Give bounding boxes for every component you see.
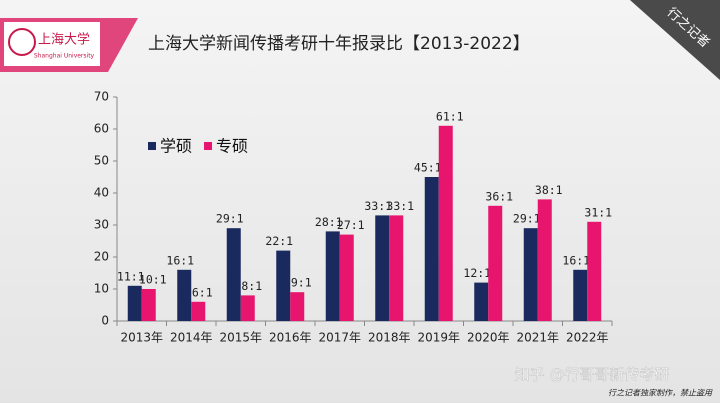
- value-label: 33:1: [386, 199, 414, 213]
- logo-name: 上海大学: [38, 32, 90, 48]
- watermark: 知乎 @行哥哥新传考研: [515, 366, 670, 384]
- bar: [375, 215, 390, 321]
- value-label: 9:1: [291, 276, 312, 290]
- bar: [276, 250, 291, 321]
- x-tick-label: 2020年: [467, 331, 510, 345]
- logo-subtitle: Shanghai University: [34, 53, 95, 60]
- bar: [573, 269, 588, 321]
- bar: [537, 199, 552, 321]
- value-label: 38:1: [535, 183, 563, 197]
- x-tick-label: 2015年: [219, 331, 262, 345]
- value-label: 6:1: [192, 285, 213, 299]
- footer: 行之记者独家制作，禁止盗用: [608, 389, 713, 398]
- value-label: 45:1: [414, 161, 442, 175]
- y-tick-label: 70: [94, 90, 109, 104]
- bar: [438, 125, 453, 321]
- value-label: 12:1: [463, 266, 491, 280]
- value-label: 8:1: [241, 279, 262, 293]
- bar: [523, 228, 538, 321]
- y-tick-label: 50: [94, 154, 109, 168]
- value-label: 29:1: [513, 212, 541, 226]
- bar: [339, 234, 354, 321]
- value-label: 27:1: [337, 218, 365, 232]
- legend-swatch: [148, 142, 156, 150]
- legend-label: 专硕: [216, 137, 248, 156]
- legend-swatch: [204, 142, 213, 150]
- bar: [325, 231, 340, 321]
- bar: [389, 215, 404, 321]
- value-label: 33:1: [364, 199, 392, 213]
- y-tick-label: 30: [94, 218, 109, 232]
- legend-label: 学硕: [160, 137, 192, 156]
- y-tick-label: 0: [101, 314, 109, 328]
- bar: [191, 301, 206, 321]
- x-tick-label: 2013年: [120, 331, 163, 345]
- bar: [290, 292, 305, 321]
- bar: [240, 295, 255, 321]
- value-label: 31:1: [584, 205, 612, 219]
- y-tick-label: 20: [94, 250, 109, 264]
- y-tick-label: 40: [94, 186, 109, 200]
- bar: [424, 177, 439, 321]
- chart-title: 上海大学新闻传播考研十年报录比【2013-2022】: [148, 34, 530, 54]
- x-tick-label: 2014年: [170, 331, 213, 345]
- y-tick-label: 60: [94, 122, 109, 136]
- value-label: 11:1: [117, 269, 145, 283]
- logo-emblem: [8, 28, 36, 56]
- corner-badge: [630, 0, 720, 80]
- bar: [177, 269, 192, 321]
- value-label: 16:1: [166, 253, 194, 267]
- bar: [488, 205, 503, 321]
- value-label: 10:1: [139, 273, 167, 287]
- x-tick-label: 2019年: [417, 331, 460, 345]
- x-tick-label: 2022年: [566, 331, 609, 345]
- value-label: 36:1: [485, 189, 513, 203]
- bar: [141, 289, 156, 321]
- x-tick-label: 2017年: [318, 331, 361, 345]
- bar: [127, 285, 142, 321]
- bar: [226, 228, 241, 321]
- x-tick-label: 2018年: [368, 331, 411, 345]
- bar: [587, 221, 602, 321]
- value-label: 29:1: [216, 212, 244, 226]
- value-label: 28:1: [315, 215, 343, 229]
- bar: [474, 282, 489, 321]
- value-label: 22:1: [265, 234, 293, 248]
- y-tick-label: 10: [94, 282, 109, 296]
- x-tick-label: 2021年: [516, 331, 559, 345]
- value-label: 61:1: [436, 109, 464, 123]
- x-tick-label: 2016年: [269, 331, 312, 345]
- value-label: 16:1: [562, 253, 590, 267]
